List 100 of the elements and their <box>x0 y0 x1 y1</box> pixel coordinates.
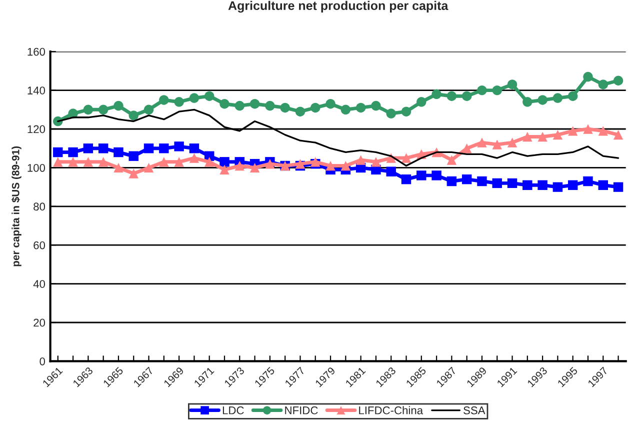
point <box>552 182 563 192</box>
point <box>204 91 214 101</box>
point <box>568 126 578 136</box>
y-tick-label: 140 <box>28 86 46 94</box>
point <box>234 100 244 111</box>
point <box>507 178 518 188</box>
y-tick-label: 20 <box>34 318 46 327</box>
point <box>598 80 608 90</box>
y-axis-title: per capita in $US (89-91) <box>11 146 22 266</box>
legend-label: LIFDC-China <box>359 406 424 414</box>
y-tick-label: 60 <box>34 241 46 250</box>
point <box>446 176 457 186</box>
point <box>114 147 124 158</box>
point <box>356 102 366 113</box>
point <box>583 124 593 134</box>
point <box>128 168 138 178</box>
point <box>326 160 336 171</box>
point <box>538 132 548 142</box>
point <box>128 110 138 120</box>
point <box>613 76 624 86</box>
point <box>462 91 472 101</box>
point <box>401 106 412 116</box>
legend-label: LDC <box>222 406 244 414</box>
point <box>174 157 184 167</box>
point <box>492 140 502 150</box>
legend-label: SSA <box>464 406 486 414</box>
point <box>432 89 442 100</box>
point <box>174 142 184 152</box>
point <box>477 85 487 96</box>
point <box>189 153 200 163</box>
y-tick-label: 100 <box>28 164 46 172</box>
point <box>220 157 230 167</box>
legend-label: NFIDC <box>285 406 318 414</box>
y-tick-label: 160 <box>28 48 46 56</box>
point <box>144 143 154 154</box>
point <box>613 182 624 192</box>
point <box>174 97 184 107</box>
point <box>583 72 593 82</box>
point <box>401 174 412 184</box>
point <box>386 108 396 118</box>
point <box>280 102 290 113</box>
point <box>98 104 108 115</box>
point <box>310 102 320 113</box>
point <box>583 176 593 186</box>
y-tick-label: 80 <box>34 202 46 211</box>
point <box>53 157 63 167</box>
point <box>295 106 306 116</box>
point <box>159 157 169 167</box>
point <box>53 147 63 158</box>
point <box>507 80 518 90</box>
point <box>598 126 608 136</box>
point <box>83 104 94 115</box>
point <box>492 178 502 188</box>
point <box>204 157 214 167</box>
point <box>522 132 532 142</box>
point <box>492 85 502 96</box>
point <box>598 180 608 190</box>
point <box>250 98 260 109</box>
point <box>538 180 548 190</box>
point <box>446 155 457 165</box>
point <box>326 98 336 109</box>
point <box>613 130 624 140</box>
point <box>416 97 426 107</box>
point <box>371 157 381 167</box>
point <box>507 138 518 148</box>
point <box>68 147 78 158</box>
point <box>446 91 457 101</box>
point <box>114 162 124 173</box>
point <box>234 160 244 171</box>
point <box>386 166 396 176</box>
point <box>340 104 351 115</box>
point <box>98 143 108 154</box>
point <box>189 143 200 154</box>
point <box>220 164 230 174</box>
point <box>189 93 200 103</box>
point <box>462 174 472 184</box>
point <box>128 151 138 161</box>
point <box>432 170 442 180</box>
point <box>114 100 124 111</box>
point <box>538 95 548 105</box>
point <box>477 138 487 148</box>
point <box>477 176 487 186</box>
point <box>144 104 154 115</box>
point <box>159 95 169 105</box>
point <box>250 162 260 173</box>
point <box>522 180 532 190</box>
point <box>371 100 381 111</box>
point <box>265 100 275 111</box>
point <box>83 157 94 167</box>
point <box>159 143 169 154</box>
y-tick-label: 0 <box>40 357 46 366</box>
point <box>356 155 366 165</box>
point <box>68 157 78 167</box>
point <box>552 93 563 103</box>
y-tick-label: 40 <box>33 280 46 288</box>
point <box>220 98 230 109</box>
point <box>401 153 412 163</box>
point <box>83 143 94 154</box>
point <box>552 130 563 140</box>
point <box>98 157 108 167</box>
